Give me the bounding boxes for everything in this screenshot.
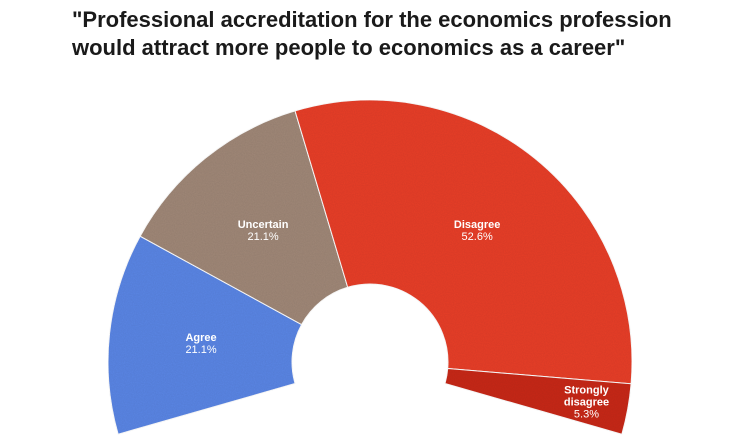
- chart-title: "Professional accreditation for the econ…: [72, 6, 732, 62]
- slice-name-strongly-disagree-1: disagree: [564, 397, 609, 409]
- slice-agree: [107, 235, 303, 435]
- chart-title-line-1: "Professional accreditation for the econ…: [72, 7, 672, 32]
- slice-value-uncertain: 21.1%: [247, 231, 278, 243]
- slice-value-disagree: 52.6%: [462, 231, 493, 243]
- slice-label-uncertain: Uncertain 21.1%: [238, 219, 289, 243]
- labels-group: Agree 21.1%Uncertain 21.1%Disagree 52.6%Str…: [185, 219, 609, 421]
- chart-title-line-2: would attract more people to economics a…: [72, 35, 626, 60]
- slice-name-strongly-disagree-0: Strongly: [564, 385, 609, 397]
- slice-name-uncertain: Uncertain: [238, 219, 289, 231]
- slice-label-strongly-disagree: Strongly disagree 5.3%: [564, 385, 610, 421]
- slice-label-disagree: Disagree 52.6%: [454, 219, 500, 243]
- slice-uncertain: [139, 110, 349, 326]
- slices-group: [107, 99, 633, 435]
- slice-value-agree: 21.1%: [185, 344, 216, 356]
- slice-name-agree: Agree: [185, 332, 216, 344]
- slice-name-disagree: Disagree: [454, 219, 500, 231]
- slice-strongly-disagree: [444, 367, 632, 435]
- slice-value-strongly-disagree: 5.3%: [574, 409, 599, 421]
- slice-label-agree: Agree 21.1%: [185, 332, 216, 356]
- slice-disagree: [294, 99, 633, 385]
